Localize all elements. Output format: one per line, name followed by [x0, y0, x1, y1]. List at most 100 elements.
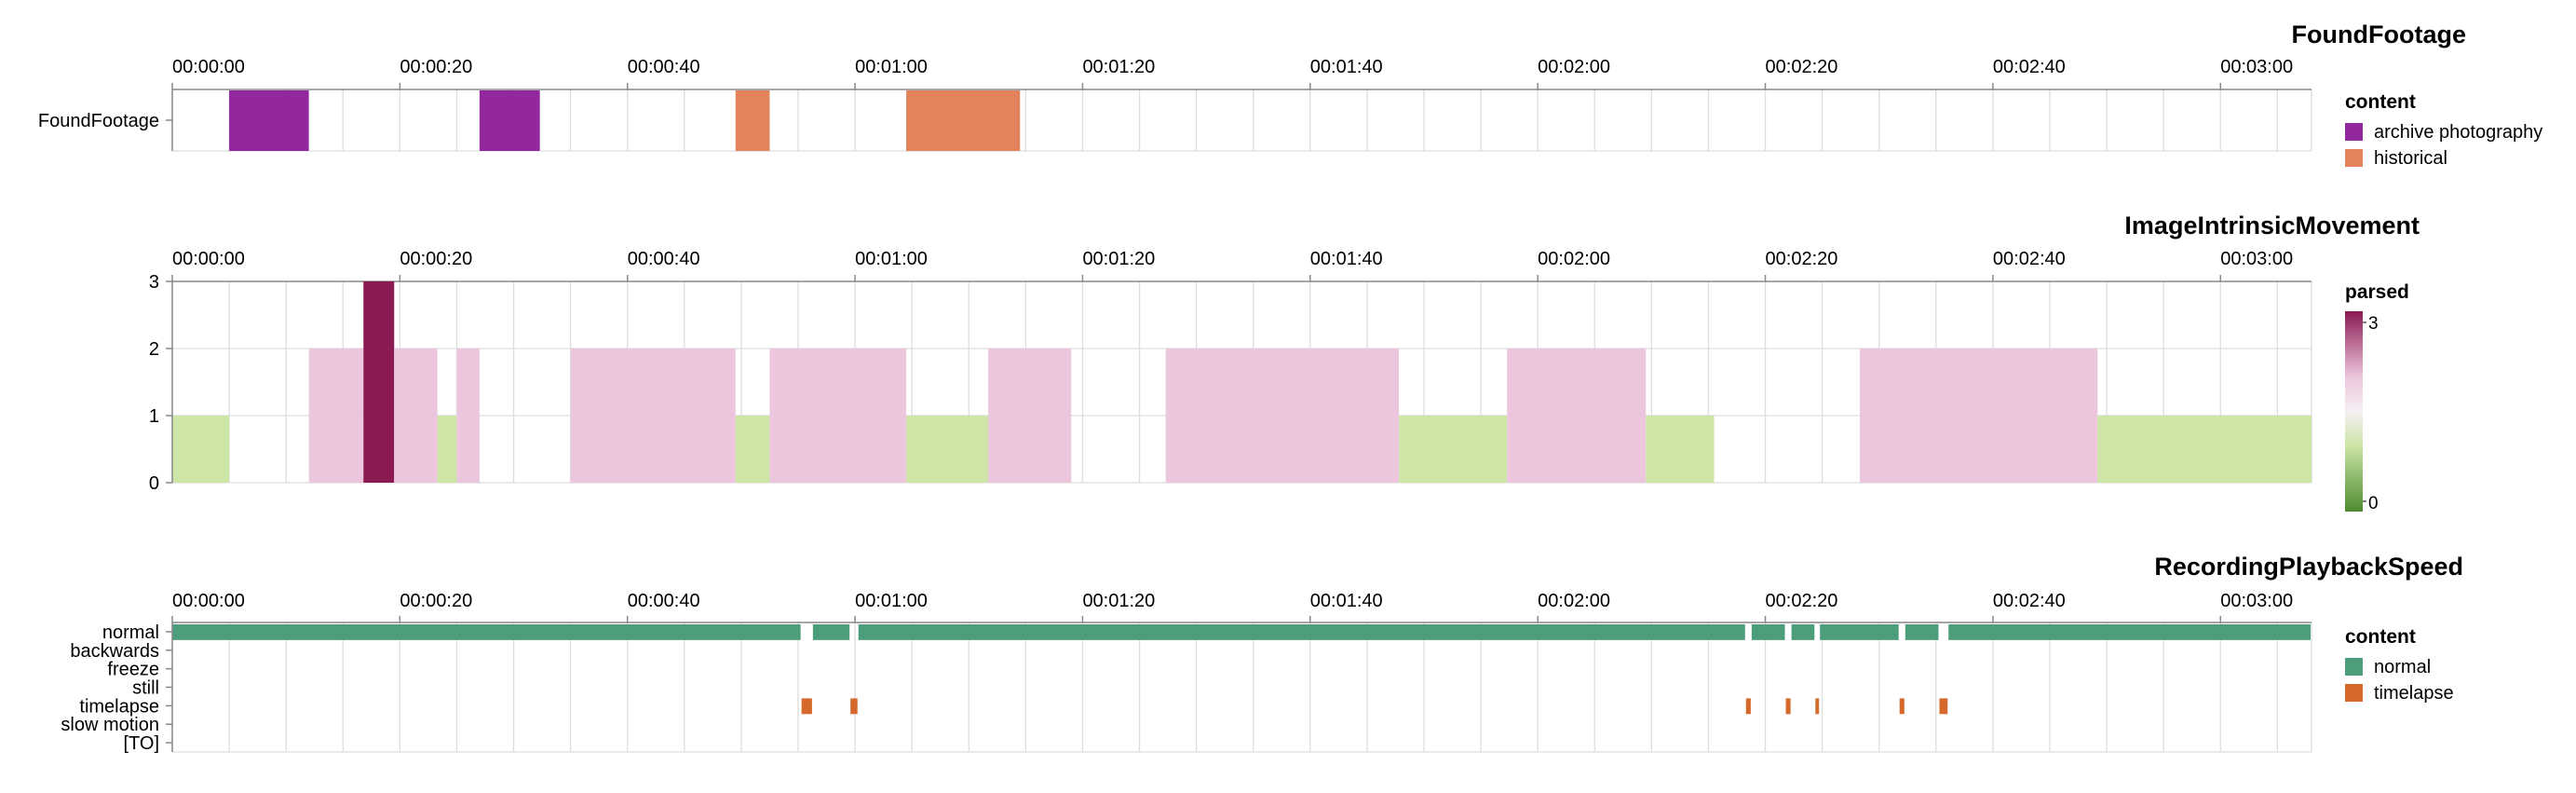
- image-intrinsic-movement-time-tick-label: 00:02:20: [1766, 249, 1838, 269]
- recording-playback-speed-y-axis: normalbackwardsfreezestilltimelapseslow …: [61, 622, 173, 754]
- image-intrinsic-movement-time-tick-label: 00:00:00: [172, 249, 245, 269]
- image-intrinsic-movement-bars: [172, 281, 2312, 483]
- recording-playback-speed-bar: [1815, 698, 1820, 715]
- recording-playback-speed-time-tick-label: 00:00:40: [628, 591, 700, 611]
- parsed-legend-min-label: 0: [2368, 494, 2379, 513]
- found-footage-bar: [906, 90, 1021, 151]
- image-intrinsic-movement-bar: [437, 416, 457, 483]
- image-intrinsic-movement-time-tick-label: 00:01:40: [1310, 249, 1383, 269]
- image-intrinsic-movement-bar: [906, 416, 989, 483]
- recording-playback-speed-legend-swatch: [2345, 684, 2363, 702]
- image-intrinsic-movement-time-tick-label: 00:03:00: [2220, 249, 2293, 269]
- image-intrinsic-movement-y-label: 1: [149, 406, 159, 427]
- recording-playback-speed-time-tick-label: 00:00:00: [172, 591, 245, 611]
- recording-playback-speed-y-label: slow motion: [61, 715, 159, 735]
- image-intrinsic-movement-time-tick-label: 00:02:00: [1538, 249, 1610, 269]
- image-intrinsic-movement-bar: [1507, 349, 1647, 483]
- image-intrinsic-movement-bar: [363, 281, 395, 483]
- found-footage-legend-label: historical: [2374, 148, 2447, 169]
- found-footage-time-tick-label: 00:02:00: [1538, 57, 1610, 77]
- image-intrinsic-movement-time-tick-label: 00:02:40: [1993, 249, 2066, 269]
- parsed-legend: parsed 3 0: [2345, 281, 2409, 513]
- found-footage-legend: content archive photography historical: [2345, 91, 2542, 169]
- recording-playback-speed-time-tick-label: 00:01:00: [855, 591, 928, 611]
- recording-playback-speed-bar: [850, 698, 858, 715]
- image-intrinsic-movement-y-axis: 0 1 2 3: [149, 272, 173, 494]
- recording-playback-speed-time-axis: 00:00:00 00:00:20 00:00:40 00:01:00 00:01:20…: [171, 591, 2312, 623]
- parsed-legend-max-label: 3: [2368, 314, 2379, 334]
- found-footage-bar: [479, 90, 540, 151]
- image-intrinsic-movement-bar: [2097, 416, 2312, 483]
- recording-playback-speed-bar: [812, 624, 850, 640]
- found-footage-time-tick-label: 00:02:20: [1766, 57, 1838, 77]
- found-footage-time-tick-label: 00:00:00: [172, 57, 245, 77]
- found-footage-time-tick-label: 00:01:40: [1310, 57, 1383, 77]
- image-intrinsic-movement-bar: [1859, 349, 2098, 483]
- found-footage-time-axis: 00:00:00 00:00:20 00:00:40 00:01:00 00:01:20…: [171, 57, 2312, 90]
- recording-playback-speed-y-label: timelapse: [79, 696, 159, 717]
- recording-playback-speed-bar: [801, 698, 812, 715]
- recording-playback-speed-y-label: normal: [102, 622, 159, 643]
- recording-playback-speed-time-tick-label: 00:03:00: [2220, 591, 2293, 611]
- image-intrinsic-movement-panel: ImageIntrinsicMovement 00:00:00 00:00:20 0…: [149, 212, 2420, 513]
- found-footage-panel: FoundFootage 00:00:00 00:00:20 00:00:40 00:…: [38, 21, 2542, 169]
- recording-playback-speed-y-label: backwards: [70, 641, 159, 662]
- recording-playback-speed-y-label: [TO]: [123, 733, 159, 754]
- recording-playback-speed-legend: content normal timelapse: [2345, 626, 2454, 704]
- image-intrinsic-movement-bar: [570, 349, 736, 483]
- recording-playback-speed-time-tick-label: 00:00:20: [400, 591, 472, 611]
- recording-playback-speed-time-tick-label: 00:02:20: [1766, 591, 1838, 611]
- recording-playback-speed-bar: [1785, 698, 1791, 715]
- recording-playback-speed-legend-label: normal: [2374, 657, 2431, 677]
- recording-playback-speed-bar: [1791, 624, 1815, 640]
- found-footage-legend-label: archive photography: [2374, 122, 2542, 143]
- image-intrinsic-movement-bar: [394, 349, 438, 483]
- recording-playback-speed-time-tick-label: 00:01:40: [1310, 591, 1383, 611]
- found-footage-y-label: FoundFootage: [38, 111, 159, 131]
- recording-playback-speed-legend-label: timelapse: [2374, 683, 2454, 704]
- image-intrinsic-movement-bar: [308, 349, 364, 483]
- image-intrinsic-movement-bar: [456, 349, 480, 483]
- recording-playback-speed-panel: RecordingPlaybackSpeed 00:00:00 00:00:20 0…: [61, 553, 2463, 754]
- parsed-legend-gradient: [2345, 311, 2363, 512]
- image-intrinsic-movement-y-label: 2: [149, 339, 159, 360]
- image-intrinsic-movement-time-tick-label: 00:00:20: [400, 249, 472, 269]
- found-footage-time-tick-label: 00:03:00: [2220, 57, 2293, 77]
- image-intrinsic-movement-bar: [172, 416, 230, 483]
- recording-playback-speed-time-tick-label: 00:02:40: [1993, 591, 2066, 611]
- recording-playback-speed-bar: [1820, 624, 1899, 640]
- recording-playback-speed-bar: [1745, 698, 1751, 715]
- recording-playback-speed-bar: [1751, 624, 1785, 640]
- image-intrinsic-movement-time-tick-label: 00:01:20: [1082, 249, 1155, 269]
- found-footage-time-tick-label: 00:00:40: [628, 57, 700, 77]
- parsed-legend-title: parsed: [2345, 281, 2409, 303]
- recording-playback-speed-bar: [1899, 698, 1905, 715]
- found-footage-time-tick-label: 00:02:40: [1993, 57, 2066, 77]
- image-intrinsic-movement-time-tick-label: 00:00:40: [628, 249, 700, 269]
- image-intrinsic-movement-bar: [988, 349, 1072, 483]
- recording-playback-speed-time-tick-label: 00:02:00: [1538, 591, 1610, 611]
- recording-playback-speed-legend-title: content: [2345, 626, 2416, 648]
- found-footage-bars: [229, 90, 1021, 151]
- recording-playback-speed-grid: [171, 622, 2312, 753]
- found-footage-legend-title: content: [2345, 91, 2416, 113]
- image-intrinsic-movement-bar: [1646, 416, 1715, 483]
- recording-playback-speed-y-label: freeze: [107, 660, 159, 680]
- image-intrinsic-movement-time-axis: 00:00:00 00:00:20 00:00:40 00:01:00 00:01:20…: [171, 249, 2312, 282]
- recording-playback-speed-bars: [172, 624, 2311, 715]
- image-intrinsic-movement-y-label: 3: [149, 272, 159, 293]
- image-intrinsic-movement-y-label: 0: [149, 473, 159, 494]
- found-footage-bar: [229, 90, 309, 151]
- recording-playback-speed-bar: [1939, 698, 1948, 715]
- found-footage-time-tick-label: 00:01:20: [1082, 57, 1155, 77]
- found-footage-time-tick-label: 00:00:20: [400, 57, 472, 77]
- recording-playback-speed-title: RecordingPlaybackSpeed: [2154, 553, 2463, 581]
- image-intrinsic-movement-title: ImageIntrinsicMovement: [2124, 212, 2420, 239]
- image-intrinsic-movement-time-tick-label: 00:01:00: [855, 249, 928, 269]
- image-intrinsic-movement-bar: [1165, 349, 1400, 483]
- found-footage-bar: [735, 90, 770, 151]
- image-intrinsic-movement-bar: [769, 349, 907, 483]
- recording-playback-speed-legend-swatch: [2345, 658, 2363, 676]
- recording-playback-speed-bar: [858, 624, 1745, 640]
